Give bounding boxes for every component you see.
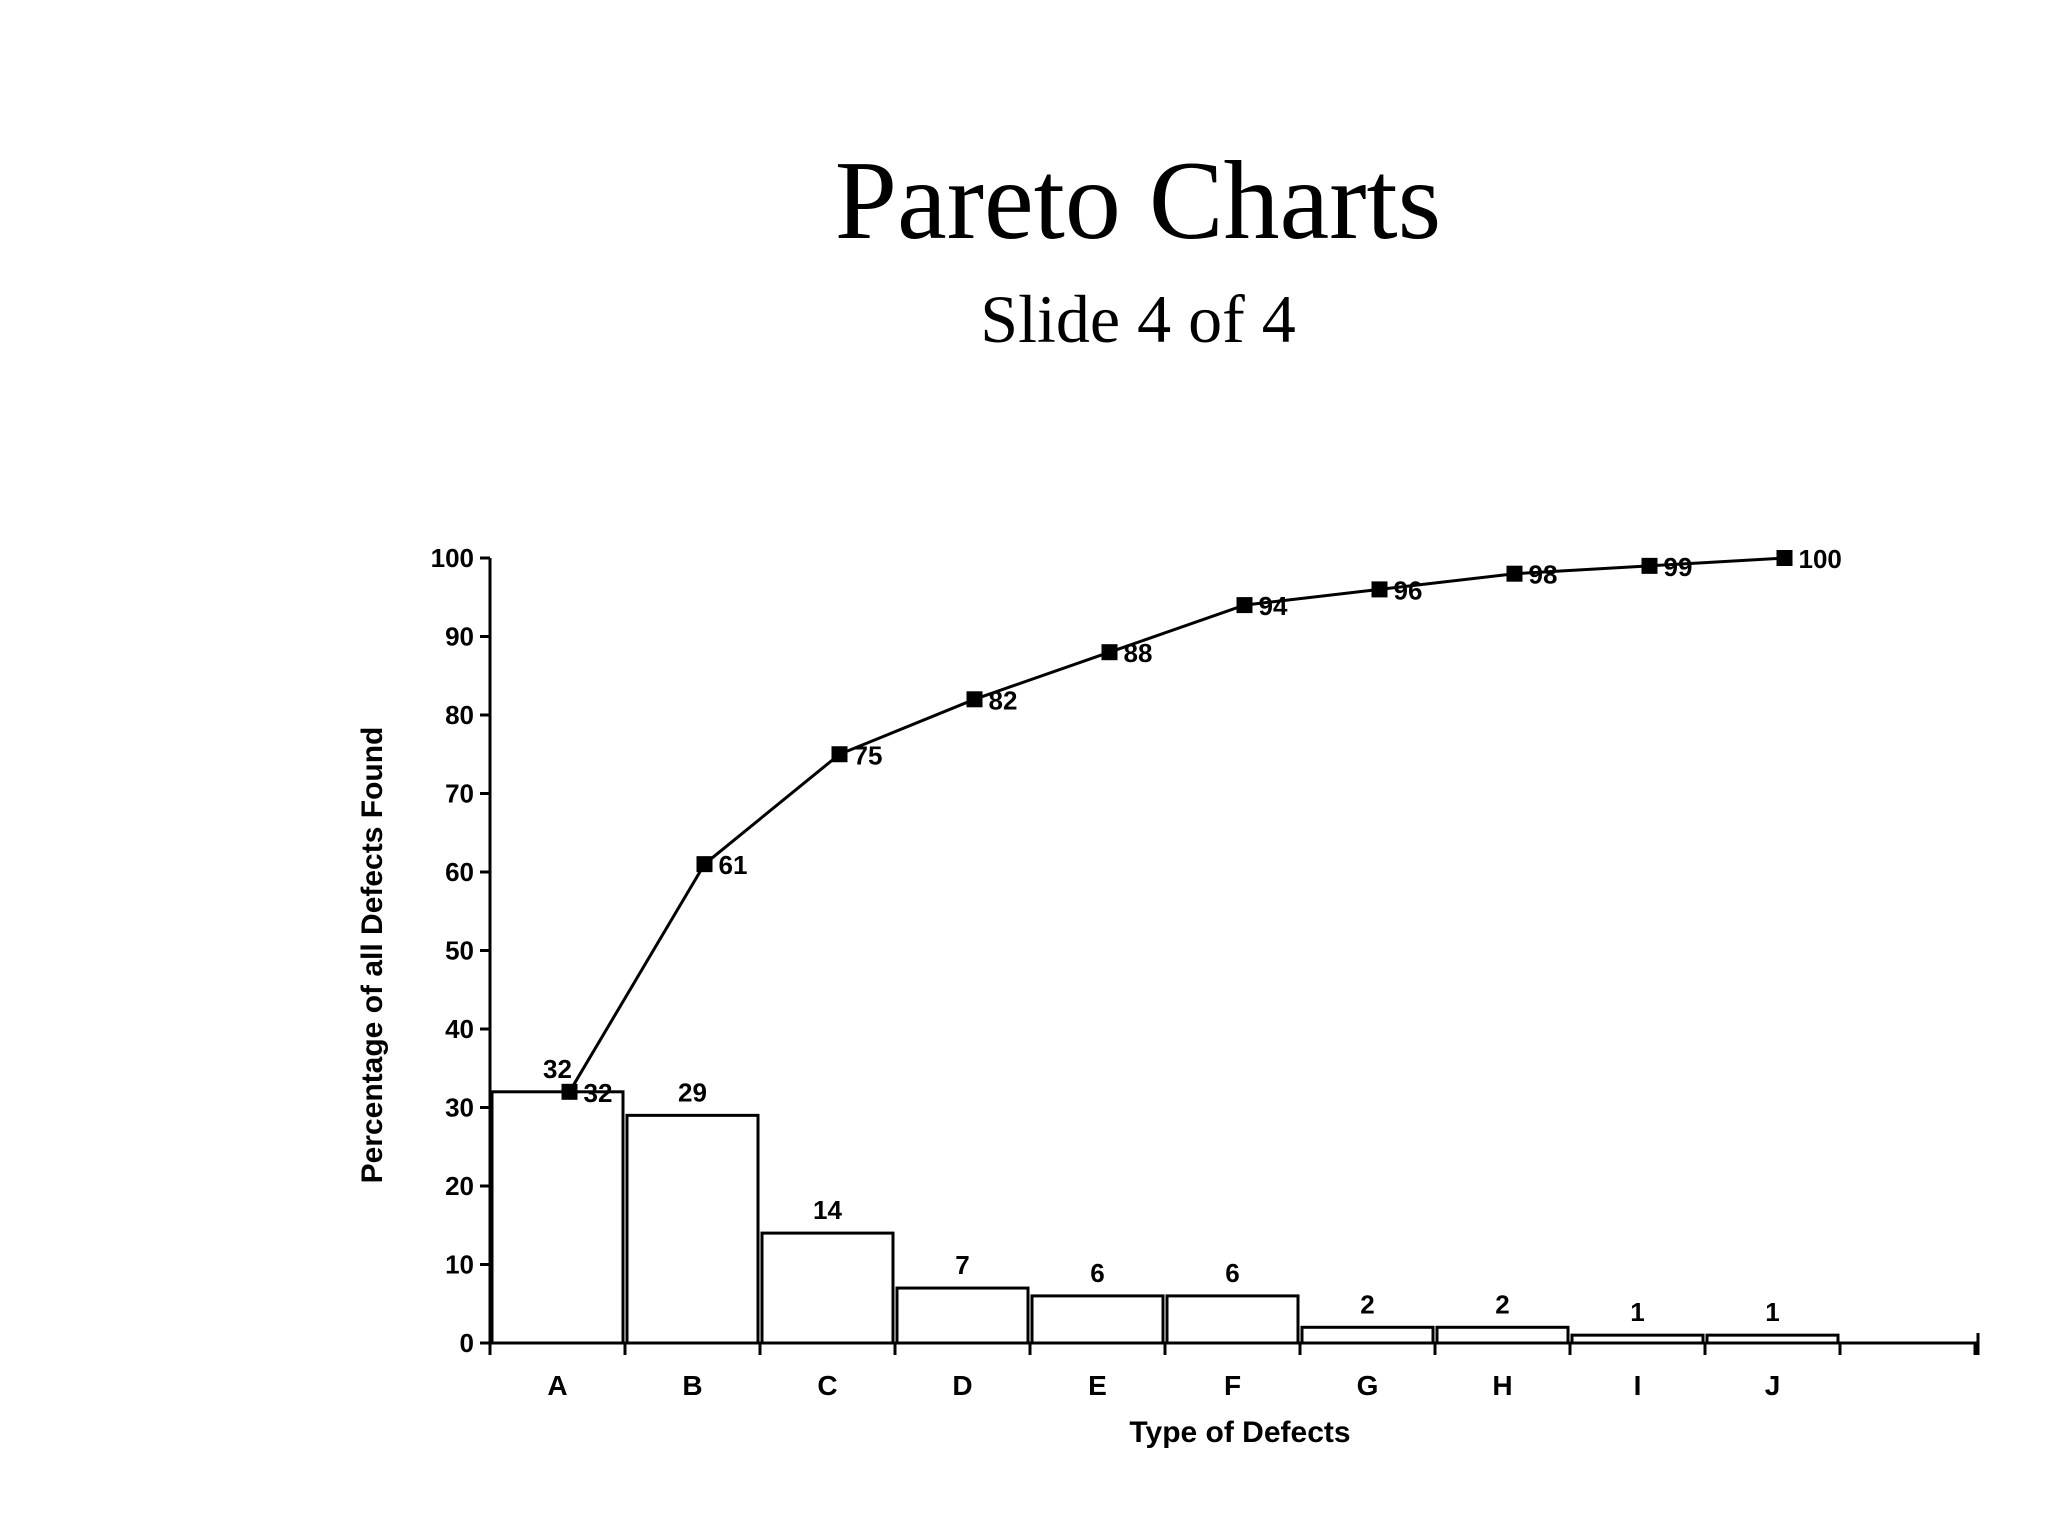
- x-tick-label: J: [1765, 1370, 1781, 1401]
- bar-C: [760, 1231, 895, 1345]
- x-tick-label: I: [1634, 1370, 1642, 1401]
- bar-B: [625, 1113, 760, 1345]
- bar-value-label: 14: [813, 1195, 842, 1225]
- y-tick-label: 50: [445, 936, 474, 966]
- y-tick-label: 30: [445, 1093, 474, 1123]
- x-tick-label: B: [682, 1370, 702, 1401]
- bar-H: [1435, 1325, 1570, 1345]
- y-tick-label: 100: [431, 543, 474, 573]
- axes-layer: [480, 556, 1980, 1355]
- cumulative-point-D: [966, 691, 983, 708]
- cumulative-value-label: 82: [989, 685, 1018, 715]
- cumulative-point-A: [561, 1083, 578, 1100]
- y-tick-label: 0: [460, 1328, 474, 1358]
- cumulative-point-H: [1506, 565, 1523, 582]
- x-tick-label: A: [547, 1370, 567, 1401]
- cumulative-point-G: [1371, 581, 1388, 598]
- cumulative-point-E: [1101, 644, 1118, 661]
- x-tick-label: C: [817, 1370, 837, 1401]
- cumulative-line-layer: [561, 550, 1793, 1100]
- y-tick-label: 90: [445, 622, 474, 652]
- bar-A: [490, 1090, 625, 1345]
- cumulative-value-label: 75: [854, 740, 883, 770]
- bar-value-label: 6: [1090, 1258, 1104, 1288]
- bar-value-label: 29: [678, 1077, 707, 1107]
- y-tick-label: 40: [445, 1014, 474, 1044]
- slide-title: Pareto Charts: [834, 139, 1442, 263]
- bar-F: [1165, 1294, 1300, 1345]
- cumulative-point-J: [1776, 550, 1793, 566]
- bar-value-label: 32: [543, 1054, 572, 1084]
- bar-value-label: 2: [1360, 1289, 1374, 1319]
- cumulative-value-label: 100: [1799, 544, 1842, 574]
- x-tick-label: E: [1088, 1370, 1107, 1401]
- cumulative-value-label: 98: [1529, 560, 1558, 590]
- x-axis-title: Type of Defects: [1129, 1416, 1350, 1449]
- cumulative-line: [568, 556, 1785, 1093]
- x-tick-label: G: [1357, 1370, 1379, 1401]
- y-tick-label: 20: [445, 1171, 474, 1201]
- cumulative-point-I: [1641, 557, 1658, 574]
- y-tick-label: 60: [445, 857, 474, 887]
- bars-layer: [490, 1090, 1840, 1345]
- bar-E: [1030, 1294, 1165, 1345]
- cumulative-value-label: 94: [1259, 591, 1288, 621]
- x-tick-label: H: [1492, 1370, 1512, 1401]
- x-tick-label: D: [952, 1370, 972, 1401]
- cumulative-value-label: 88: [1124, 638, 1153, 668]
- x-tick-label: F: [1224, 1370, 1241, 1401]
- cumulative-point-C: [831, 746, 848, 763]
- bar-value-label: 1: [1630, 1297, 1644, 1327]
- cumulative-value-label: 61: [719, 850, 748, 880]
- y-tick-label: 80: [445, 700, 474, 730]
- bar-value-label: 7: [955, 1250, 969, 1280]
- bar-value-label: 6: [1225, 1258, 1239, 1288]
- cumulative-value-label: 32: [584, 1078, 613, 1108]
- y-axis-title: Percentage of all Defects Found: [356, 727, 389, 1184]
- y-tick-label: 10: [445, 1250, 474, 1280]
- bar-value-label: 2: [1495, 1289, 1509, 1319]
- cumulative-value-label: 96: [1394, 575, 1423, 605]
- bar-G: [1300, 1325, 1435, 1345]
- bar-value-label: 1: [1765, 1297, 1779, 1327]
- slide-subtitle: Slide 4 of 4: [980, 281, 1296, 357]
- y-tick-label: 70: [445, 779, 474, 809]
- cumulative-point-B: [696, 856, 713, 873]
- cumulative-point-F: [1236, 597, 1253, 614]
- bar-D: [895, 1286, 1030, 1345]
- cumulative-value-label: 99: [1664, 552, 1693, 582]
